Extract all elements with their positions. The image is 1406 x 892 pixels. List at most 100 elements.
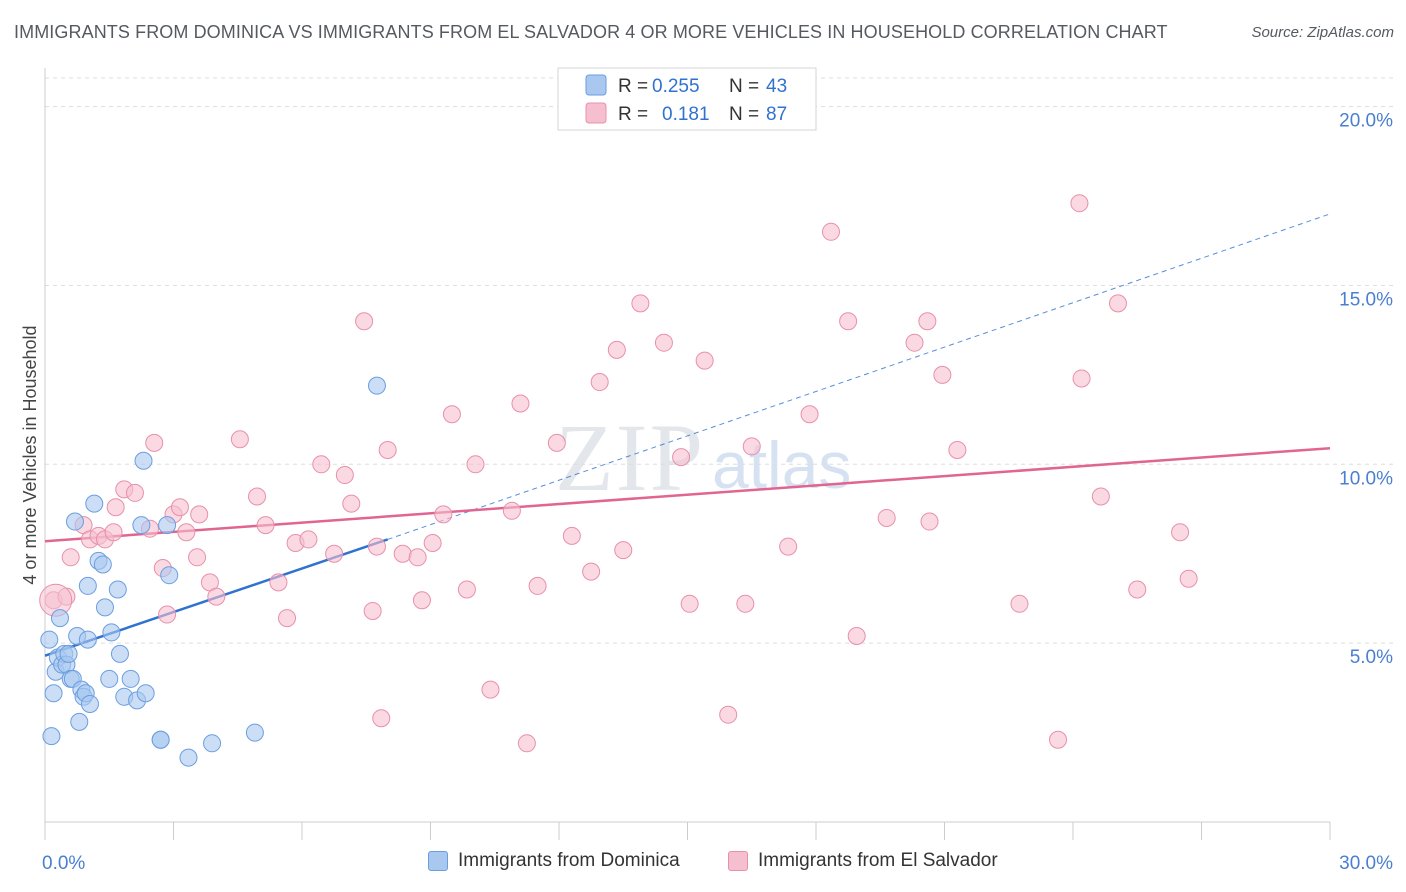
- el-salvador-point: [547, 433, 566, 452]
- el-salvador-point: [517, 734, 536, 753]
- dominica-point: [203, 734, 222, 753]
- y-tick-label: 20.0%: [1339, 111, 1393, 132]
- y-tick-label: 5.0%: [1350, 647, 1393, 668]
- dominica-point: [65, 512, 84, 531]
- el-salvador-point: [779, 537, 798, 556]
- el-salvador-point: [207, 587, 226, 606]
- x-tick-label: 0.0%: [42, 853, 85, 874]
- dominica-point: [108, 580, 127, 599]
- dominica-point: [93, 555, 112, 574]
- el-salvador-point: [905, 333, 924, 352]
- el-salvador-point: [145, 433, 164, 452]
- el-salvador-point: [920, 512, 939, 531]
- chart-title: IMMIGRANTS FROM DOMINICA VS IMMIGRANTS F…: [14, 22, 1168, 42]
- dominica-point: [367, 376, 386, 395]
- legend-n-label-dominica: N =: [729, 76, 759, 97]
- series-legend-item-el-salvador: Immigrants from El Salvador: [728, 850, 998, 872]
- dominica-point: [42, 727, 61, 746]
- el-salvador-point: [457, 580, 476, 599]
- el-salvador-point: [269, 573, 288, 592]
- el-salvador-point: [800, 405, 819, 424]
- el-salvador-point: [335, 466, 354, 485]
- el-salvador-point: [481, 680, 500, 699]
- dominica-point: [151, 730, 170, 749]
- series-label-dominica: Immigrants from Dominica: [458, 850, 680, 871]
- el-salvador-point: [188, 548, 207, 567]
- series-swatch-dominica: [428, 851, 448, 871]
- el-salvador-point: [654, 333, 673, 352]
- zipatlas-watermark: ZIP atlas: [555, 404, 851, 511]
- dominica-point: [78, 630, 97, 649]
- el-salvador-point: [1091, 487, 1110, 506]
- series-legend-item-dominica: Immigrants from Dominica: [428, 850, 680, 872]
- el-salvador-point: [1108, 294, 1127, 313]
- legend-swatch-el-salvador: [585, 102, 607, 124]
- el-salvador-point: [1171, 523, 1190, 542]
- el-salvador-point: [367, 537, 386, 556]
- el-salvador-point: [442, 405, 461, 424]
- el-salvador-point: [412, 591, 431, 610]
- el-salvador-point: [695, 351, 714, 370]
- dominica-trend-extension: [387, 213, 1331, 540]
- el-salvador-point: [933, 365, 952, 384]
- y-tick-label: 15.0%: [1339, 289, 1393, 310]
- el-salvador-point: [342, 494, 361, 513]
- legend-n-value-el-salvador: 87: [766, 104, 787, 125]
- dominica-point: [136, 684, 155, 703]
- correlation-legend: R = 0.255 N = 43 R = 0.181 N = 87: [557, 67, 817, 131]
- el-salvador-point: [590, 373, 609, 392]
- dominica-point: [85, 494, 104, 513]
- el-salvador-point: [423, 534, 442, 552]
- dominica-point: [245, 723, 264, 742]
- el-salvador-point: [1049, 730, 1068, 749]
- tick-labels: 5.0% 10.0% 15.0% 20.0% 0.0% 30.0%: [42, 111, 1393, 874]
- el-salvador-point: [393, 544, 412, 563]
- dominica-point: [95, 598, 114, 617]
- el-salvador-point: [736, 594, 755, 613]
- el-salvador-point: [614, 541, 633, 560]
- el-salvador-point: [278, 609, 297, 628]
- dominica-points: [40, 376, 386, 767]
- source-credit: Source: ZipAtlas.com: [1251, 24, 1394, 41]
- series-label-el-salvador: Immigrants from El Salvador: [758, 850, 998, 871]
- dominica-point: [102, 623, 121, 642]
- el-salvador-point: [918, 312, 937, 331]
- el-salvador-point: [528, 576, 547, 595]
- legend-n-label-el-salvador: N =: [729, 104, 759, 125]
- legend-r-value-dominica: 0.255: [652, 76, 700, 97]
- dominica-point: [59, 644, 78, 663]
- dominica-point: [80, 694, 99, 713]
- el-salvador-point: [248, 487, 267, 506]
- el-salvador-point: [177, 523, 196, 542]
- el-salvador-point: [672, 448, 691, 467]
- el-salvador-point: [582, 562, 601, 581]
- el-salvador-point: [434, 505, 453, 524]
- dominica-point: [160, 566, 179, 585]
- dominica-point: [78, 576, 97, 595]
- el-salvador-point: [1072, 369, 1091, 388]
- dominica-point: [179, 748, 198, 767]
- el-salvador-point: [372, 709, 391, 728]
- el-salvador-point: [125, 483, 144, 502]
- el-salvador-point: [680, 594, 699, 613]
- el-salvador-point: [607, 340, 626, 359]
- el-salvador-point: [1010, 594, 1029, 613]
- el-salvador-point: [821, 222, 840, 241]
- el-salvador-point: [511, 394, 530, 413]
- dominica-point: [158, 516, 177, 535]
- el-salvador-point: [408, 548, 427, 567]
- dominica-point: [40, 630, 59, 649]
- el-salvador-point: [839, 312, 858, 331]
- el-salvador-point: [170, 498, 189, 517]
- el-salvador-point: [1070, 194, 1089, 213]
- el-salvador-point: [312, 455, 331, 474]
- el-salvador-point: [719, 705, 738, 724]
- el-salvador-point: [190, 505, 209, 524]
- el-salvador-point: [742, 437, 761, 456]
- gridlines: [45, 77, 1395, 644]
- el-salvador-point: [877, 508, 896, 527]
- el-salvador-point: [61, 548, 80, 567]
- dominica-point: [100, 669, 119, 688]
- el-salvador-point: [562, 526, 581, 545]
